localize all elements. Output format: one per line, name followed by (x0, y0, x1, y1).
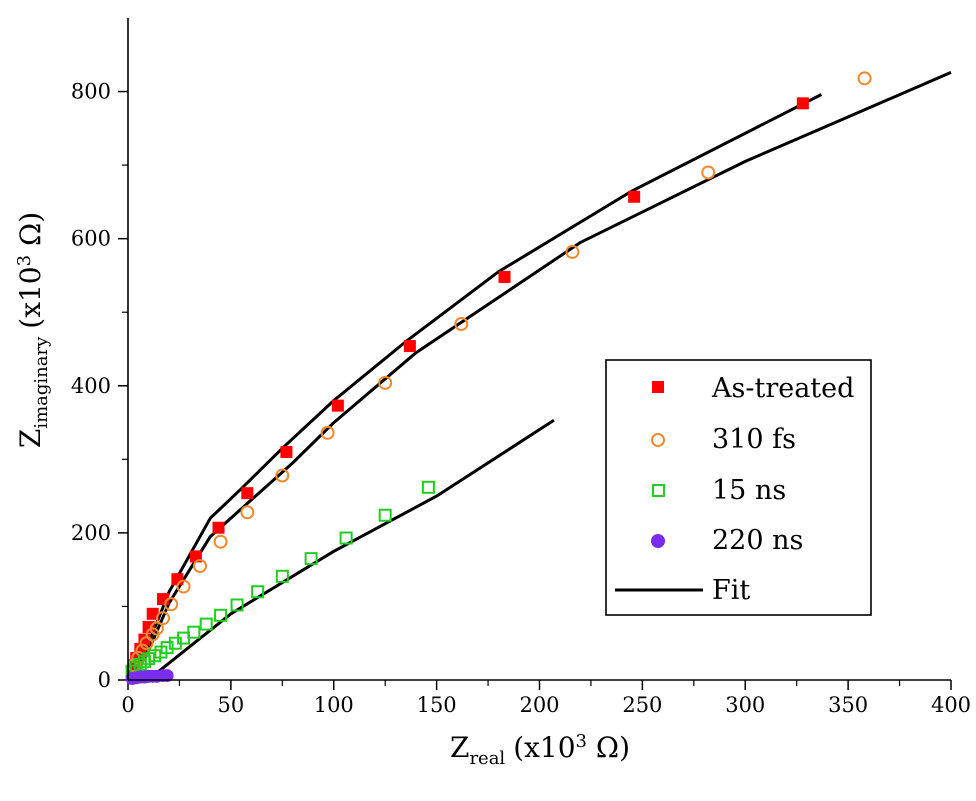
point-15-ns (339, 531, 353, 545)
legend-item-as-treated: As-treated (652, 373, 854, 404)
legend: As-treated 310 fs 15 ns 220 ns Fit (605, 359, 872, 616)
legend-box (605, 359, 872, 616)
y-axis-title: Zimaginary(x103 Ω) (14, 212, 52, 448)
point-15-ns (230, 598, 244, 612)
x-tick-label: 0 (121, 693, 134, 717)
legend-item-fit: Fit (615, 575, 750, 606)
x-tick-label: 100 (314, 693, 354, 717)
point-as-treated (212, 521, 225, 534)
legend-item-220ns: 220 ns (651, 525, 803, 556)
point-310-fs (240, 505, 255, 520)
legend-marker-filled-square (652, 381, 664, 393)
axis-ticks (118, 90, 952, 690)
point-310-fs (213, 534, 228, 549)
point-310-fs (454, 316, 469, 331)
legend-item-15ns: 15 ns (652, 475, 786, 506)
legend-marker-open-square (652, 484, 665, 497)
y-tick-label: 0 (98, 668, 111, 692)
x-tick-label: 200 (519, 693, 559, 717)
x-axis-title: Zreal (x103 Ω) (450, 731, 630, 769)
legend-marker-open-circle (651, 433, 665, 447)
point-220-ns (160, 669, 174, 683)
point-as-treated (280, 445, 293, 458)
x-tick-label: 350 (828, 693, 868, 717)
legend-marker-filled-circle (651, 534, 665, 548)
legend-label: 310 fs (712, 424, 796, 455)
axes (127, 18, 951, 681)
point-15-ns (421, 480, 435, 494)
legend-label: As-treated (711, 373, 854, 404)
point-310-fs (378, 375, 393, 390)
point-15-ns (251, 585, 265, 599)
legend-label: Fit (712, 575, 750, 606)
point-310-fs (176, 579, 191, 594)
point-310-fs (149, 621, 164, 636)
point-15-ns (160, 641, 174, 655)
y-tick-label: 800 (71, 80, 111, 104)
fit-line (134, 71, 952, 675)
point-15-ns (199, 617, 213, 631)
x-tick-label: 300 (725, 693, 765, 717)
y-tick-label: 600 (71, 227, 111, 251)
point-310-fs (164, 597, 179, 612)
x-tick-label: 400 (931, 693, 971, 717)
point-as-treated (146, 607, 159, 620)
x-tick-label: 150 (417, 693, 457, 717)
point-310-fs (193, 558, 208, 573)
x-tick-label: 50 (218, 693, 245, 717)
point-310-fs (701, 165, 716, 180)
point-as-treated (331, 399, 344, 412)
point-310-fs (857, 71, 872, 86)
legend-label: 15 ns (712, 475, 786, 506)
point-as-treated (498, 270, 511, 283)
point-15-ns (187, 625, 201, 639)
point-as-treated (241, 487, 254, 500)
point-15-ns (378, 508, 392, 522)
y-tick-label: 400 (71, 374, 111, 398)
point-as-treated (403, 340, 416, 353)
x-tick-label: 250 (622, 693, 662, 717)
legend-label: 220 ns (712, 525, 803, 556)
y-tick-label: 200 (71, 521, 111, 545)
data-points (125, 71, 872, 686)
point-15-ns (214, 608, 228, 622)
point-15-ns (304, 552, 318, 566)
point-15-ns (275, 569, 289, 583)
legend-item-310fs: 310 fs (651, 424, 796, 455)
point-as-treated (628, 190, 641, 203)
point-310-fs (565, 244, 580, 259)
point-310-fs (155, 611, 170, 626)
point-310-fs (320, 425, 335, 440)
tick-labels: 0 50 100 150 200 250 300 350 400 0 200 400 600 800 (71, 80, 971, 717)
point-as-treated (796, 97, 809, 110)
point-310-fs (275, 468, 290, 483)
